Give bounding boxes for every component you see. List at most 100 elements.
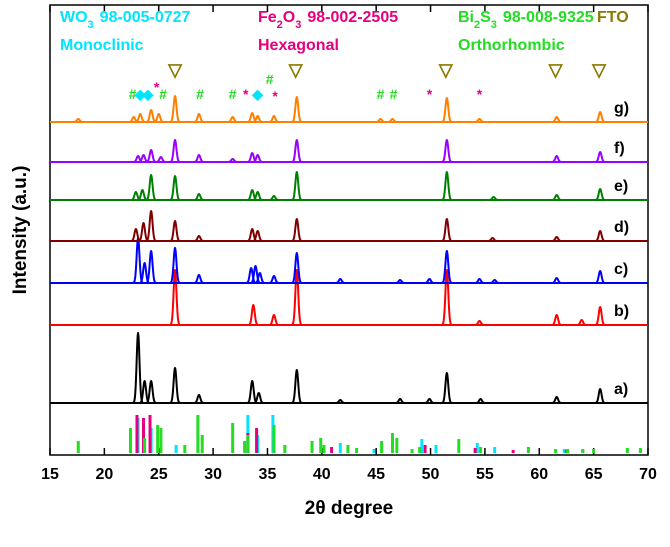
reference-bar [142,418,146,453]
phase-code: 98-008-9325 [503,9,594,26]
peak-marker: * [427,86,433,102]
diffraction-peak [251,115,264,123]
y-axis-label: Intensity (a.u.) [10,166,31,295]
diffraction-peak [131,155,145,163]
diffraction-peak [440,269,454,326]
reference-bar [473,448,477,453]
diffraction-peak [251,230,264,242]
diffraction-peak [253,272,267,284]
reference-bar [346,445,350,453]
diffraction-peak [488,279,501,284]
phase-text: 3 [491,19,497,31]
diffraction-peak [144,174,158,201]
x-tick-label: 45 [367,466,385,483]
diffraction-peak [144,149,158,163]
diffraction-peak [290,252,304,284]
diffraction-peak [192,113,206,123]
diffraction-peak [550,116,563,123]
series-label: d) [614,219,629,236]
diffraction-peak [473,320,486,326]
diffraction-peak [550,155,563,163]
x-tick-label: 50 [422,466,440,483]
diffraction-peak [267,275,281,284]
series-label: b) [614,303,629,320]
phase-legend: Fe2O3 98-002-2505 [258,9,398,31]
reference-bar [511,450,515,453]
diffraction-peak [168,247,182,284]
phase-code: 98-002-2505 [307,9,398,26]
diffraction-peak [474,398,487,404]
peak-marker: # [196,86,204,102]
reference-bar [423,445,427,453]
reference-bar [372,449,376,453]
diffraction-peak [374,118,387,123]
diffraction-peak [290,139,304,163]
peak-marker: # [159,86,167,102]
diffraction-peak [249,265,262,284]
diffraction-peak [245,112,259,123]
x-tick-label: 60 [530,466,548,483]
diffraction-peak [393,398,407,404]
peak-marker: * [477,86,483,102]
diffraction-peak [144,210,158,242]
reference-bar [493,447,497,453]
diffraction-peak [593,151,607,163]
peak-marker: * [243,86,249,102]
diffraction-peak [192,154,206,163]
diffraction-peak [593,270,607,284]
diffraction-peak [168,95,182,123]
reference-bar [418,447,422,453]
diffraction-peak [290,171,304,201]
plot-frame [49,4,649,456]
x-tick-label: 25 [150,466,168,483]
series-label: e) [614,178,628,195]
peak-marker: ▽ [167,60,183,80]
reference-bar [457,439,461,453]
peak-marker: ▽ [438,60,454,80]
reference-bar [196,415,200,453]
x-tick-label: 55 [476,466,494,483]
diffraction-peak [393,279,407,284]
peak-marker: ◆ [251,86,264,102]
reference-bar [143,438,147,453]
phase-legend: FTO [597,9,629,26]
diffraction-peak [152,113,166,123]
x-tick-label: 70 [639,466,657,483]
reference-bar [330,447,334,453]
diffraction-peak [593,230,607,242]
phase-code: 98-005-0727 [100,9,191,26]
diffraction-peak [133,113,147,123]
phase-text: Fe [258,9,277,26]
diffraction-peak [245,152,259,163]
peak-marker: # [390,86,398,102]
diffraction-peak [192,193,206,201]
diffraction-peak [386,118,399,123]
diffraction-peak [575,319,588,326]
diffraction-peak [334,278,347,284]
reference-bar [592,449,596,453]
diffraction-peak [593,388,607,404]
diffraction-peak [550,314,563,326]
reference-bar [526,447,530,453]
reference-bar [475,443,479,453]
peak-marker: # [266,71,274,87]
diffraction-peak [440,97,454,123]
reference-bar [200,435,204,453]
reference-bar [243,441,247,453]
diffraction-peak [487,196,500,201]
reference-bar [174,445,178,453]
reference-bar [380,441,384,453]
diffraction-peak [154,156,168,163]
diffraction-peak [71,118,85,123]
peak-marker: ◆ [141,86,154,102]
diffraction-peak [192,394,206,404]
phase-structure: Hexagonal [258,37,339,54]
reference-bar [183,445,187,453]
phase-text: 2 [277,19,283,31]
diffraction-peak [423,278,436,284]
phase-legend: WO3 98-005-0727 [60,9,191,31]
diffraction-peak [251,191,264,201]
diffraction-peak [267,195,281,201]
diffraction-peak [245,189,259,201]
phase-legend: Bi2S3 98-008-9325 [458,9,594,31]
